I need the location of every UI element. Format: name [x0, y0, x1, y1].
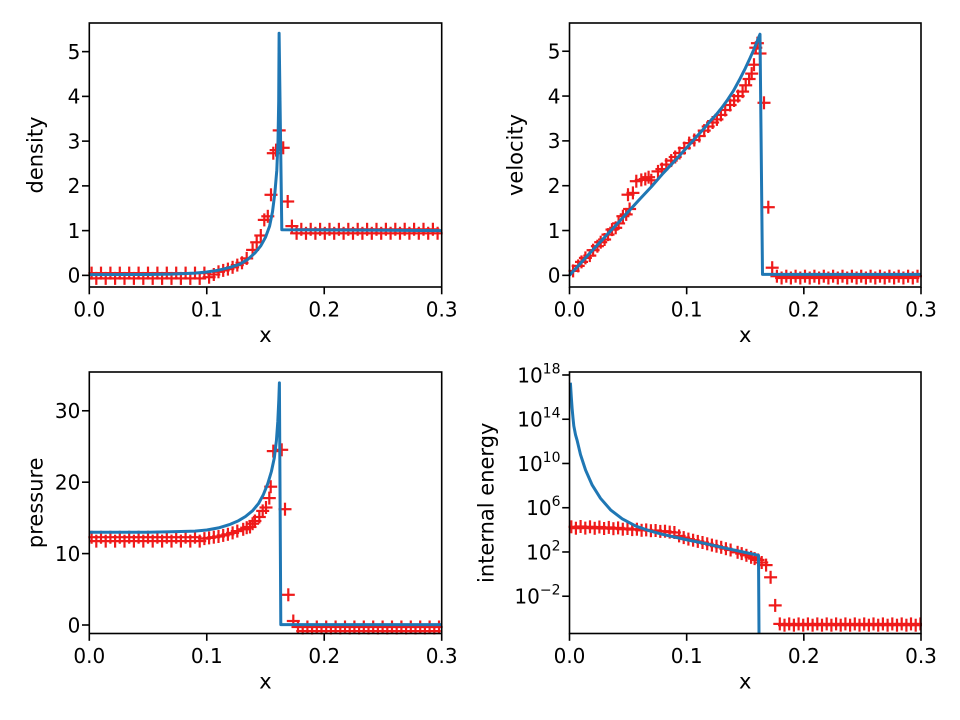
y-tick-label: 0	[68, 264, 81, 288]
x-tick-label: 0.2	[788, 297, 820, 321]
x-tick-label: 0.0	[73, 644, 105, 668]
y-tick-label: 1010	[517, 450, 560, 476]
internal-energy-spines	[568, 371, 922, 635]
subplot-internal-energy: 0.0 0.1 0.2 0.3 1018 1014 1010 106 102 10−2 x inter…	[475, 361, 937, 693]
density-xlabel: x	[259, 323, 271, 347]
x-tick-label: 0.1	[191, 297, 223, 321]
y-tick-label: 5	[548, 40, 561, 64]
y-tick-label: 1	[548, 219, 561, 243]
x-tick-label: 0.3	[905, 297, 937, 321]
y-tick-label: 5	[68, 40, 81, 64]
x-tick-label: 0.0	[73, 297, 105, 321]
y-tick-label: 1	[68, 219, 81, 243]
velocity-xlabel: x	[739, 323, 751, 347]
subplot-velocity: 0.0 0.1 0.2 0.3 0 1 2 3 4 5 x velocity	[504, 22, 937, 347]
subplot-density: 0.0 0.1 0.2 0.3 0 1 2 3 4 5 x density	[23, 22, 458, 347]
pressure-ylabel: pressure	[23, 457, 47, 548]
x-tick-label: 0.2	[788, 644, 820, 668]
density-analytic-line	[89, 31, 442, 277]
x-tick-label: 0.3	[426, 297, 458, 321]
internal-energy-ylabel: internal energy	[475, 423, 499, 583]
y-tick-label: 20	[55, 470, 80, 494]
y-tick-label: 2	[68, 174, 81, 198]
x-tick-label: 0.1	[671, 297, 703, 321]
internal-energy-xlabel: x	[739, 670, 751, 694]
y-tick-label: 4	[548, 84, 561, 108]
y-tick-label: 1018	[517, 361, 560, 387]
x-tick-label: 0.1	[671, 644, 703, 668]
x-tick-label: 0.2	[308, 297, 340, 321]
x-tick-label: 0.0	[554, 297, 586, 321]
y-tick-label: 3	[68, 129, 81, 153]
y-tick-label: 4	[68, 85, 81, 109]
y-tick-label: 1014	[517, 406, 560, 432]
y-tick-label: 2	[548, 174, 561, 198]
y-tick-label: 0	[68, 613, 81, 637]
internal-energy-analytic-line	[568, 382, 761, 634]
y-tick-label: 3	[548, 129, 561, 153]
x-tick-label: 0.3	[426, 644, 458, 668]
pressure-numerical-markers	[88, 443, 443, 635]
y-tick-label: 30	[55, 399, 80, 423]
velocity-ylabel: velocity	[504, 114, 528, 196]
pressure-xlabel: x	[259, 670, 271, 694]
pressure-spines	[88, 371, 443, 635]
x-tick-label: 0.3	[905, 644, 937, 668]
y-tick-label: 102	[526, 538, 560, 564]
y-tick-label: 106	[526, 494, 560, 520]
velocity-spines	[568, 22, 922, 288]
velocity-analytic-line	[568, 32, 921, 277]
y-tick-label: 10−2	[514, 583, 560, 609]
x-tick-label: 0.1	[191, 644, 223, 668]
subplot-pressure: 0.0 0.1 0.2 0.3 0 10 20 30 x pressure	[23, 371, 458, 694]
y-tick-label: 10	[55, 542, 80, 566]
x-tick-label: 0.2	[308, 644, 340, 668]
y-tick-label: 0	[548, 264, 561, 288]
density-ylabel: density	[23, 117, 47, 194]
density-spines	[88, 22, 443, 288]
x-tick-label: 0.0	[554, 644, 586, 668]
pressure-analytic-line	[89, 381, 442, 627]
